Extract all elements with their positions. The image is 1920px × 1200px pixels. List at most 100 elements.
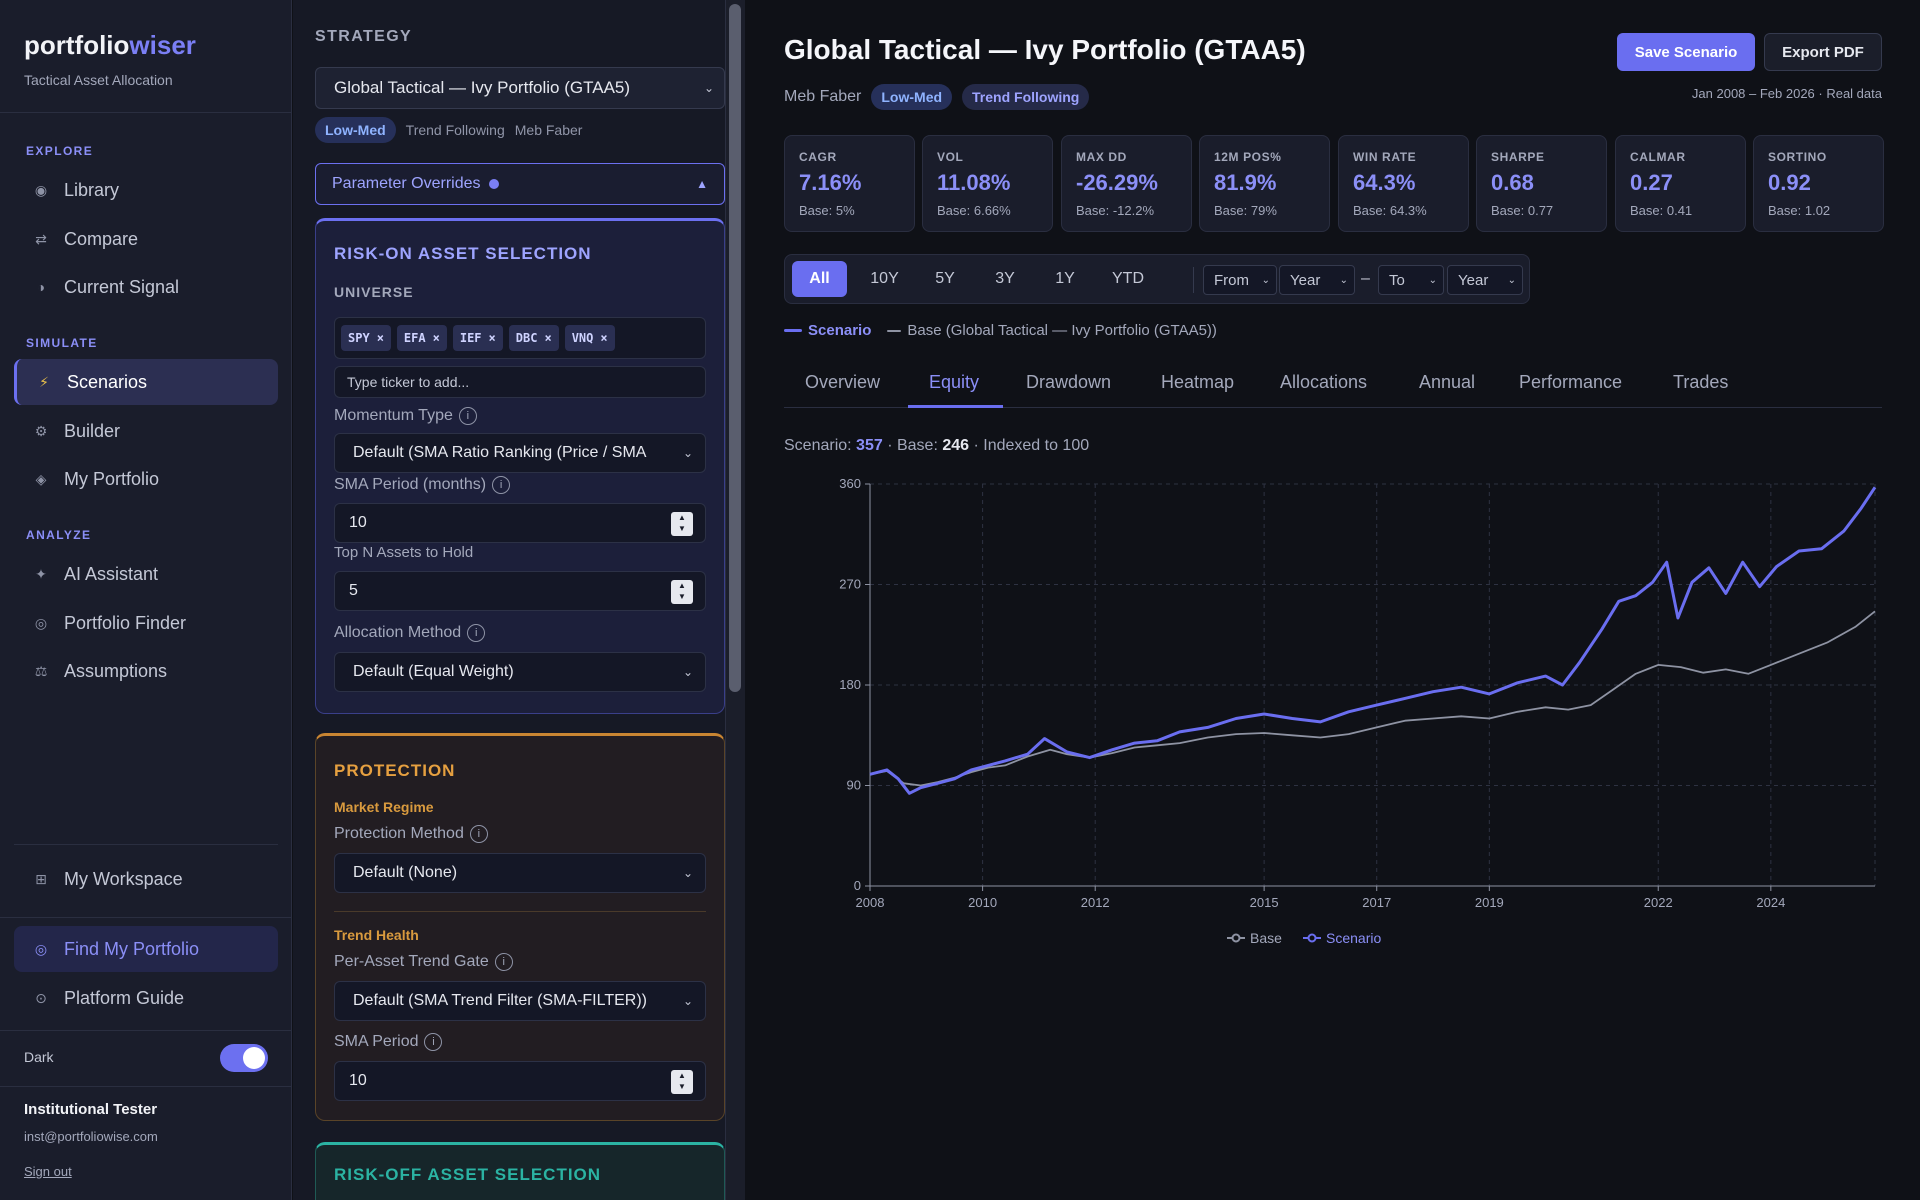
sidebar-item-assumptions[interactable]: ⚖ Assumptions: [14, 648, 278, 694]
trend-gate-select[interactable]: Default (SMA Trend Filter (SMA-FILTER)) ⌄: [334, 981, 706, 1021]
save-scenario-button[interactable]: Save Scenario: [1617, 33, 1755, 71]
range-all-button[interactable]: All: [792, 261, 847, 297]
range-5y-button[interactable]: 5Y: [935, 270, 955, 287]
risk-off-title: RISK-OFF ASSET SELECTION: [334, 1165, 602, 1184]
chevron-down-icon: ⌄: [682, 866, 693, 880]
toggle-knob: [243, 1047, 265, 1069]
tab-annual[interactable]: Annual: [1419, 372, 1476, 392]
tab-equity[interactable]: Equity: [929, 372, 980, 392]
equity-chart[interactable]: 0 90 180 270 360 2008 2010 2012 2015 2017 2019 2022…: [745, 0, 1920, 960]
range-ytd-button[interactable]: YTD: [1112, 270, 1144, 287]
top-n-input[interactable]: 5 ▲ ▼: [334, 571, 706, 611]
protection-method-label: Protection Method i: [334, 825, 488, 843]
range-dash: –: [1361, 270, 1370, 287]
stepper-icon[interactable]: ▲ ▼: [671, 580, 693, 604]
to-select[interactable]: To ⌄: [1378, 265, 1444, 295]
x-tick-label: 2015: [1250, 895, 1279, 910]
arrows-icon: ⇄: [35, 230, 47, 247]
range-separator: [1193, 267, 1194, 293]
range-1y-button[interactable]: 1Y: [1055, 270, 1075, 287]
sidebar-item-portfolio-finder[interactable]: ◎ Portfolio Finder: [14, 600, 278, 646]
legend-scenario[interactable]: Scenario: [808, 322, 872, 339]
protection-card: PROTECTION Market Regime Protection Meth…: [315, 733, 725, 1121]
lightning-icon: ⚡: [39, 373, 49, 390]
find-my-portfolio-button[interactable]: ◎ Find My Portfolio: [14, 926, 278, 972]
protection-method-select[interactable]: Default (None) ⌄: [334, 853, 706, 893]
sidebar-item-library[interactable]: ◉ Library: [14, 167, 278, 213]
momentum-select[interactable]: Default (SMA Ratio Ranking (Price / SMA ⌄: [334, 433, 706, 473]
range-3y-button[interactable]: 3Y: [995, 270, 1015, 287]
half-circle-icon: ◑: [36, 279, 46, 295]
info-icon[interactable]: i: [469, 825, 488, 843]
from-year-select[interactable]: Year ⌄: [1279, 265, 1355, 295]
metric-label: CAGR: [799, 150, 837, 164]
info-icon[interactable]: i: [492, 476, 511, 494]
to-year-select[interactable]: Year ⌄: [1447, 265, 1523, 295]
ticker-chip[interactable]: IEF ×: [452, 325, 503, 351]
sidebar-item-ai-assistant[interactable]: ✦ AI Assistant: [14, 551, 278, 597]
sidebar-item-label: Assumptions: [64, 660, 168, 681]
dark-mode-toggle[interactable]: [220, 1044, 268, 1072]
close-icon[interactable]: ×: [488, 331, 496, 345]
parameter-overrides-toggle[interactable]: Parameter Overrides ▲: [315, 163, 725, 205]
sign-out-link[interactable]: Sign out: [24, 1164, 72, 1179]
protection-sma-input[interactable]: 10 ▲ ▼: [334, 1061, 706, 1101]
readout-label: Scenario:: [784, 437, 857, 454]
ticker-chip[interactable]: SPY ×: [341, 325, 391, 351]
ticker-text: SPY: [348, 331, 370, 345]
sidebar-item-my-portfolio[interactable]: ◈ My Portfolio: [14, 456, 278, 502]
sidebar-item-label: Compare: [64, 228, 139, 249]
chart-readout: Scenario: 357 · Base: 246 · Indexed to 1…: [784, 437, 1089, 455]
export-pdf-button[interactable]: Export PDF: [1764, 33, 1882, 71]
label-text: Momentum Type: [334, 407, 453, 424]
sidebar-item-builder[interactable]: ⚙ Builder: [14, 408, 278, 454]
legend-base[interactable]: Base (Global Tactical — Ivy Portfolio (G…: [907, 322, 1217, 339]
sidebar-item-workspace[interactable]: ⊞ My Workspace: [14, 856, 278, 902]
close-icon[interactable]: ×: [432, 331, 440, 345]
risk-badge: Low-Med: [871, 84, 953, 110]
tab-trades[interactable]: Trades: [1673, 372, 1729, 392]
sma-period-input[interactable]: 10 ▲ ▼: [334, 503, 706, 543]
info-icon[interactable]: i: [494, 953, 513, 971]
stepper-icon[interactable]: ▲ ▼: [671, 512, 693, 536]
metric-base: Base: 0.41: [1630, 203, 1693, 218]
ticker-chip[interactable]: VNQ ×: [564, 325, 615, 351]
ticker-text: DBC: [515, 331, 538, 345]
readout-sep: · Base:: [882, 437, 943, 454]
panel-scrollbar-thumb[interactable]: [729, 4, 741, 692]
sidebar-item-current-signal[interactable]: ◑ Current Signal: [14, 264, 278, 310]
ticker-input[interactable]: Type ticker to add...: [334, 366, 706, 398]
tab-heatmap[interactable]: Heatmap: [1161, 372, 1235, 392]
close-icon[interactable]: ×: [376, 331, 384, 345]
ticker-chip[interactable]: EFA ×: [396, 325, 447, 351]
sidebar-item-platform-guide[interactable]: ⊙ Platform Guide: [14, 975, 278, 1021]
sidebar-item-compare[interactable]: ⇄ Compare: [14, 216, 278, 262]
close-icon[interactable]: ×: [600, 331, 608, 345]
brand-logo[interactable]: portfoliowiser: [24, 30, 196, 60]
tab-overview[interactable]: Overview: [805, 372, 881, 392]
metric-base: Base: 79%: [1214, 203, 1277, 218]
tab-allocations[interactable]: Allocations: [1280, 372, 1368, 392]
strategy-select[interactable]: Global Tactical — Ivy Portfolio (GTAA5) …: [315, 67, 725, 109]
chevron-up-icon: ▲: [696, 177, 708, 191]
scale-icon: ⚖: [34, 662, 48, 679]
tab-performance[interactable]: Performance: [1519, 372, 1623, 392]
label-text: SMA Period: [334, 1033, 419, 1050]
info-icon[interactable]: i: [458, 407, 477, 425]
allocation-method-select[interactable]: Default (Equal Weight) ⌄: [334, 652, 706, 692]
from-select[interactable]: From ⌄: [1203, 265, 1277, 295]
close-icon[interactable]: ×: [544, 331, 552, 345]
ticker-chip[interactable]: DBC ×: [508, 325, 559, 351]
sparkle-icon: ✦: [35, 565, 47, 582]
metric-base: Base: 5%: [799, 203, 855, 218]
metric-label: VOL: [937, 150, 964, 164]
metric-value: 7.16%: [799, 170, 862, 195]
tab-drawdown[interactable]: Drawdown: [1026, 372, 1112, 392]
label-text: Protection Method: [334, 825, 464, 842]
stepper-icon[interactable]: ▲ ▼: [671, 1070, 693, 1094]
legend-label: Base: [1250, 930, 1282, 946]
sidebar-item-scenarios[interactable]: ⚡ Scenarios: [14, 359, 278, 405]
info-icon[interactable]: i: [467, 624, 486, 642]
range-10y-button[interactable]: 10Y: [870, 270, 899, 287]
info-icon[interactable]: i: [424, 1033, 443, 1051]
